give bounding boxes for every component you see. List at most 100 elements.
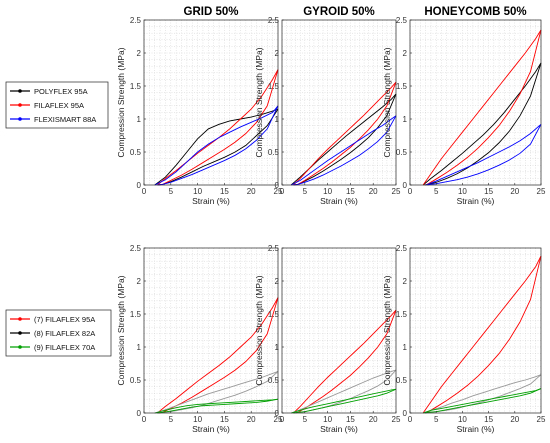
y-axis-label: Compression Strength (MPa) xyxy=(116,275,126,385)
series-line xyxy=(154,105,279,186)
x-tick-label: 25 xyxy=(274,415,283,424)
y-tick-label: 2.5 xyxy=(396,244,408,253)
x-tick-label: 10 xyxy=(323,187,332,196)
series-line xyxy=(425,123,542,186)
y-tick-label: 0 xyxy=(275,409,280,418)
y-tick-label: 2 xyxy=(403,49,408,58)
series-line xyxy=(293,115,397,186)
legend-label: (7) FILAFLEX 95A xyxy=(34,315,95,324)
series-line xyxy=(295,309,397,414)
x-tick-label: 10 xyxy=(323,415,332,424)
axes-frame xyxy=(281,19,397,186)
y-tick-label: 1 xyxy=(275,115,280,124)
x-axis-label: Strain (%) xyxy=(192,424,230,434)
series-line xyxy=(154,370,279,414)
x-tick-label: 20 xyxy=(510,187,519,196)
y-tick-label: 2 xyxy=(275,49,280,58)
series-line xyxy=(158,297,279,414)
series-line xyxy=(425,29,542,186)
series-line xyxy=(422,255,542,414)
x-tick-label: 20 xyxy=(369,187,378,196)
chart-title: GYROID 50% xyxy=(303,6,375,18)
x-tick-label: 0 xyxy=(142,187,147,196)
legend-marker xyxy=(18,117,22,121)
plot-area xyxy=(282,248,396,413)
x-tick-label: 5 xyxy=(434,187,439,196)
series-line xyxy=(154,398,279,414)
y-tick-label: 2.5 xyxy=(268,16,280,25)
x-tick-label: 25 xyxy=(392,187,401,196)
plot-area xyxy=(410,20,541,185)
y-tick-label: 1.5 xyxy=(130,82,142,91)
legend-label: FLEXISMART 88A xyxy=(34,115,96,124)
series-line xyxy=(424,62,542,186)
x-tick-label: 5 xyxy=(303,187,308,196)
x-axis-label: Strain (%) xyxy=(320,196,358,206)
y-tick-label: 1.5 xyxy=(268,82,280,91)
x-tick-label: 0 xyxy=(408,415,413,424)
series-line xyxy=(425,255,542,414)
y-tick-label: 0.5 xyxy=(396,148,408,157)
x-tick-label: 15 xyxy=(346,187,355,196)
plot-area xyxy=(410,248,541,413)
x-axis-label: Strain (%) xyxy=(457,424,495,434)
axes-frame xyxy=(143,247,279,414)
series-line xyxy=(422,29,542,186)
x-tick-label: 10 xyxy=(193,187,202,196)
legend-0: POLYFLEX 95A FILAFLEX 95A FLEXISMART 88A xyxy=(5,81,109,129)
x-tick-label: 15 xyxy=(484,415,493,424)
x-tick-label: 0 xyxy=(408,187,413,196)
legend-1: (7) FILAFLEX 95A (8) FILAFLEX 82A (9) FILA… xyxy=(5,309,112,357)
y-tick-label: 1 xyxy=(137,115,142,124)
x-tick-label: 25 xyxy=(274,187,283,196)
x-tick-label: 0 xyxy=(280,415,285,424)
y-tick-label: 1 xyxy=(275,343,280,352)
y-tick-label: 1.5 xyxy=(396,310,408,319)
axes-frame xyxy=(281,247,397,414)
x-tick-label: 25 xyxy=(537,187,546,196)
y-tick-label: 2.5 xyxy=(396,16,408,25)
y-tick-label: 2.5 xyxy=(130,16,142,25)
x-tick-label: 15 xyxy=(220,187,229,196)
x-tick-label: 20 xyxy=(247,415,256,424)
y-axis-label: Compression Strength (MPa) xyxy=(382,47,392,157)
legend-marker xyxy=(18,331,22,335)
y-tick-label: 1.5 xyxy=(268,310,280,319)
legend-label: (8) FILAFLEX 82A xyxy=(34,329,95,338)
x-tick-label: 5 xyxy=(303,415,308,424)
legend-marker xyxy=(18,103,22,107)
y-tick-label: 1.5 xyxy=(396,82,408,91)
x-tick-label: 15 xyxy=(484,187,493,196)
x-tick-label: 5 xyxy=(169,187,174,196)
grid xyxy=(409,247,542,414)
series-line xyxy=(422,388,542,414)
legend-label: (9) FILAFLEX 70A xyxy=(34,343,95,352)
y-tick-label: 2 xyxy=(275,277,280,286)
legend-marker xyxy=(18,317,22,321)
y-tick-label: 2.5 xyxy=(268,244,280,253)
chart-title: GRID 50% xyxy=(184,6,239,18)
y-axis-label: Compression Strength (MPa) xyxy=(382,275,392,385)
series-line xyxy=(293,93,397,186)
axes-frame xyxy=(409,247,542,414)
y-tick-label: 0.5 xyxy=(396,376,408,385)
legend-label: FILAFLEX 95A xyxy=(34,101,84,110)
series-line xyxy=(290,115,397,186)
x-tick-label: 25 xyxy=(537,415,546,424)
y-tick-label: 0.5 xyxy=(268,148,280,157)
y-tick-label: 0 xyxy=(137,181,142,190)
x-tick-label: 15 xyxy=(346,415,355,424)
legend-box xyxy=(5,309,112,357)
y-axis-label: Compression Strength (MPa) xyxy=(254,275,264,385)
series-line xyxy=(157,105,279,186)
x-tick-label: 10 xyxy=(193,415,202,424)
y-tick-label: 2 xyxy=(137,277,142,286)
legend-marker xyxy=(18,345,22,349)
axes-frame xyxy=(409,19,542,186)
legend-label: POLYFLEX 95A xyxy=(34,87,88,96)
legend-marker xyxy=(18,89,22,93)
series-line xyxy=(422,62,542,186)
